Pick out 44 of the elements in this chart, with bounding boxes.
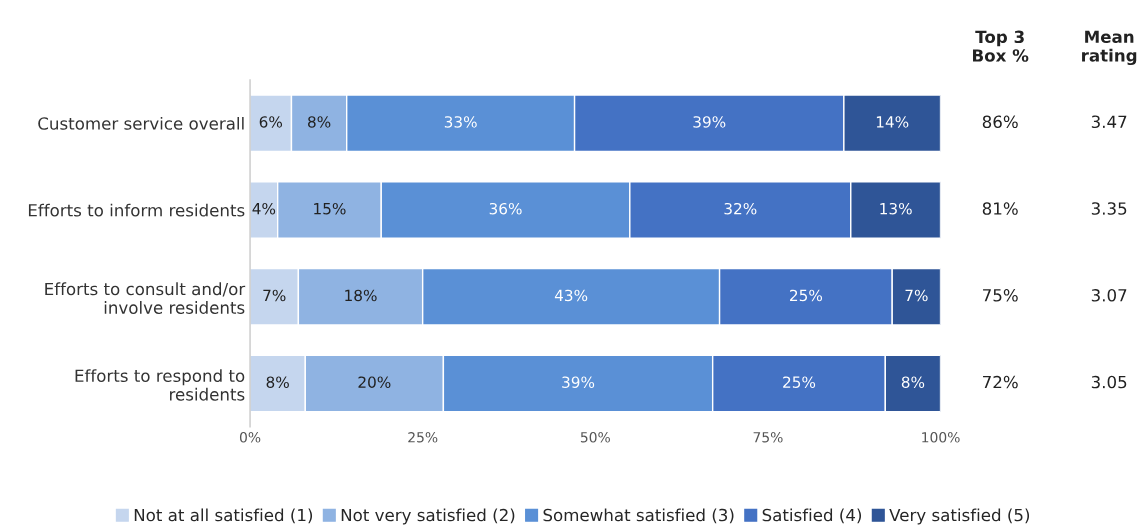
data-label: 33% [444, 116, 477, 128]
x-tick-label: 50% [580, 432, 610, 443]
y-tick-label: Customer service overall [38, 116, 244, 130]
data-label: 8% [266, 376, 289, 388]
data-label: 25% [790, 289, 823, 302]
y-tick-label: Efforts to consult and/or involve residents [45, 282, 246, 314]
legend-label: Satisfied (4) [762, 508, 862, 524]
data-label: 8% [901, 376, 925, 388]
text: Top 3 Box % [973, 30, 1029, 62]
x-tick-label: 75% [753, 432, 783, 443]
data-label: 6% [259, 116, 283, 128]
data-label: 4% [252, 202, 276, 215]
text: 75% [983, 289, 1018, 302]
text: 3.07 [1091, 289, 1127, 302]
data-label: 8% [308, 116, 331, 128]
data-label: 32% [724, 202, 757, 215]
data-label: 14% [876, 116, 909, 128]
text: 3.05 [1091, 375, 1127, 389]
y-tick-label: Efforts to inform residents [28, 203, 245, 217]
x-tick-label: 100% [922, 432, 960, 443]
text: 3.35 [1091, 202, 1127, 215]
data-label: 36% [489, 202, 522, 215]
text: Mean rating [1082, 30, 1137, 66]
legend-label: Very satisfied (5) [889, 508, 1030, 525]
data-label: 7% [263, 289, 286, 302]
data-label: 20% [358, 376, 391, 388]
data-label: 13% [880, 202, 912, 215]
legend-label: Not very satisfied (2) [341, 508, 515, 525]
data-label: 7% [905, 289, 928, 302]
data-label: 25% [783, 376, 816, 388]
data-label: 43% [554, 289, 588, 302]
text: 3.47 [1091, 115, 1127, 129]
x-tick-label: 0% [239, 432, 261, 443]
legend-label: Somewhat satisfied (3) [543, 508, 734, 524]
text: 86% [982, 115, 1018, 129]
text: 81% [982, 202, 1018, 215]
legend-label: Not at all satisfied (1) [134, 508, 313, 524]
data-label: 18% [345, 289, 377, 302]
text: 72% [983, 375, 1018, 389]
x-tick-label: 25% [408, 432, 438, 443]
y-tick-label: Efforts to respond to residents [75, 369, 245, 401]
data-label: 39% [693, 116, 726, 128]
data-label: 39% [562, 376, 595, 388]
data-label: 15% [314, 202, 346, 215]
